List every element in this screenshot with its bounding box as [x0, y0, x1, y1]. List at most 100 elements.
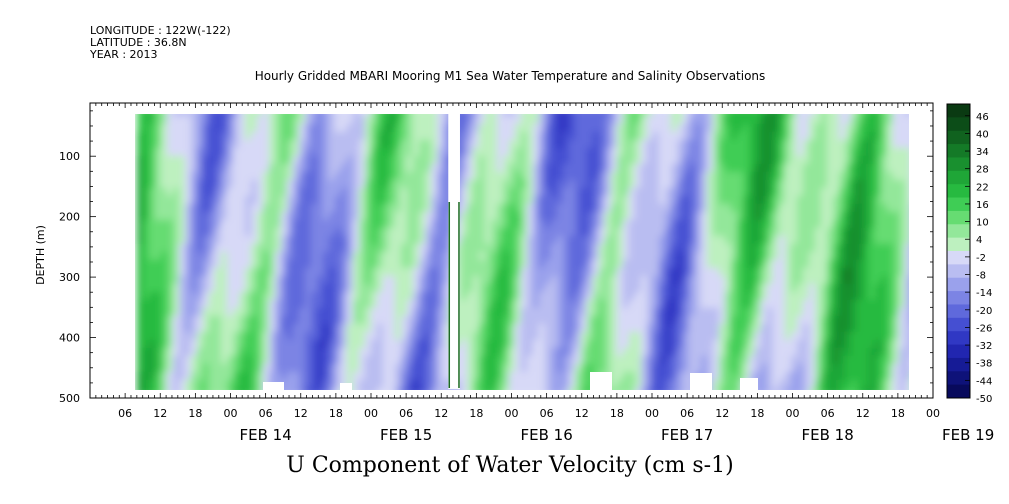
- heatmap-cell: [508, 179, 516, 189]
- heatmap-cell: [460, 179, 468, 189]
- heatmap-cell: [802, 114, 810, 117]
- heatmap-cell: [850, 299, 858, 309]
- heatmap-cell: [562, 203, 570, 213]
- heatmap-cell: [292, 179, 300, 189]
- heatmap-cell: [226, 235, 234, 245]
- heatmap-cell: [328, 123, 336, 133]
- heatmap-cell: [274, 315, 282, 325]
- heatmap-cell: [298, 235, 306, 245]
- heatmap-cell: [148, 331, 156, 341]
- heatmap-cell: [370, 355, 378, 365]
- heatmap-cell: [682, 163, 690, 173]
- heatmap-cell: [148, 195, 156, 205]
- heatmap-cell: [424, 387, 432, 390]
- heatmap-cell: [911, 324, 918, 333]
- heatmap-cell: [466, 115, 474, 125]
- heatmap-cell: [436, 211, 444, 221]
- heatmap-cell: [616, 155, 624, 165]
- heatmap-cell: [490, 171, 498, 181]
- heatmap-cell: [784, 259, 792, 269]
- heatmap-cell: [142, 187, 150, 197]
- heatmap-cell: [424, 363, 432, 373]
- heatmap-cell: [742, 283, 750, 293]
- heatmap-cell: [658, 371, 666, 381]
- heatmap-cell: [304, 251, 312, 261]
- heatmap-cell: [424, 139, 432, 149]
- heatmap-cell: [334, 283, 342, 293]
- heatmap-cell: [790, 259, 798, 269]
- heatmap-cell: [514, 123, 522, 133]
- heatmap-cell: [178, 315, 186, 325]
- heatmap-cell: [634, 355, 642, 365]
- heatmap-cell: [778, 387, 786, 390]
- heatmap-cell: [911, 244, 918, 253]
- heatmap-cell: [874, 347, 882, 357]
- heatmap-cell: [136, 291, 144, 301]
- heatmap-cell: [892, 331, 900, 341]
- heatmap-cell: [424, 187, 432, 197]
- heatmap-cell: [850, 155, 858, 165]
- heatmap-cell: [496, 331, 504, 341]
- heatmap-cell: [778, 339, 786, 349]
- heatmap-cell: [598, 147, 606, 157]
- heatmap-cell: [670, 363, 678, 373]
- heatmap-cell: [304, 275, 312, 285]
- heatmap-cell: [562, 347, 570, 357]
- heatmap-cell: [586, 203, 594, 213]
- heatmap-cell: [238, 339, 246, 349]
- heatmap-cell: [148, 251, 156, 261]
- heatmap-cell: [688, 139, 696, 149]
- heatmap-cell: [508, 147, 516, 157]
- heatmap-cell: [472, 227, 480, 237]
- heatmap-cell: [880, 363, 888, 373]
- heatmap-cell: [196, 275, 204, 285]
- heatmap-cell: [238, 163, 246, 173]
- heatmap-cell: [232, 155, 240, 165]
- heatmap-cell: [286, 187, 294, 197]
- heatmap-cell: [292, 195, 300, 205]
- heatmap-cell: [874, 155, 882, 165]
- heatmap-cell: [484, 379, 492, 389]
- heatmap-cell: [358, 139, 366, 149]
- heatmap-cell: [880, 355, 888, 365]
- heatmap-cell: [820, 267, 828, 277]
- heatmap-cell: [178, 115, 186, 125]
- heatmap-cell: [652, 235, 660, 245]
- heatmap-cell: [694, 251, 702, 261]
- heatmap-cell: [886, 379, 894, 389]
- heatmap-cell: [412, 291, 420, 301]
- heatmap-cell: [238, 363, 246, 373]
- heatmap-cell: [364, 243, 372, 253]
- heatmap-cell: [310, 115, 318, 125]
- heatmap-cell: [364, 227, 372, 237]
- heatmap-cell: [322, 243, 330, 253]
- heatmap-cell: [436, 187, 444, 197]
- heatmap-cell: [682, 283, 690, 293]
- heatmap-cell: [136, 379, 144, 389]
- heatmap-cell: [580, 114, 588, 117]
- heatmap-cell: [322, 347, 330, 357]
- heatmap-cell: [628, 203, 636, 213]
- heatmap-cell: [256, 123, 264, 133]
- heatmap-cell: [322, 211, 330, 221]
- heatmap-cell: [442, 227, 450, 237]
- heatmap-cell: [610, 235, 618, 245]
- heatmap-cell: [310, 347, 318, 357]
- heatmap-cell: [550, 347, 558, 357]
- heatmap-cell: [184, 163, 192, 173]
- heatmap-cell: [688, 259, 696, 269]
- heatmap-cell: [358, 187, 366, 197]
- heatmap-cell: [568, 163, 576, 173]
- heatmap-cell: [640, 315, 648, 325]
- heatmap-cell: [556, 163, 564, 173]
- heatmap-cell: [670, 131, 678, 141]
- heatmap-cell: [292, 163, 300, 173]
- heatmap-cell: [166, 139, 174, 149]
- heatmap-cell: [646, 147, 654, 157]
- heatmap-cell: [196, 123, 204, 133]
- heatmap-cell: [286, 114, 294, 117]
- heatmap-cell: [160, 331, 168, 341]
- heatmap-cell: [202, 123, 210, 133]
- heatmap-cell: [214, 387, 222, 390]
- heatmap-cell: [676, 163, 684, 173]
